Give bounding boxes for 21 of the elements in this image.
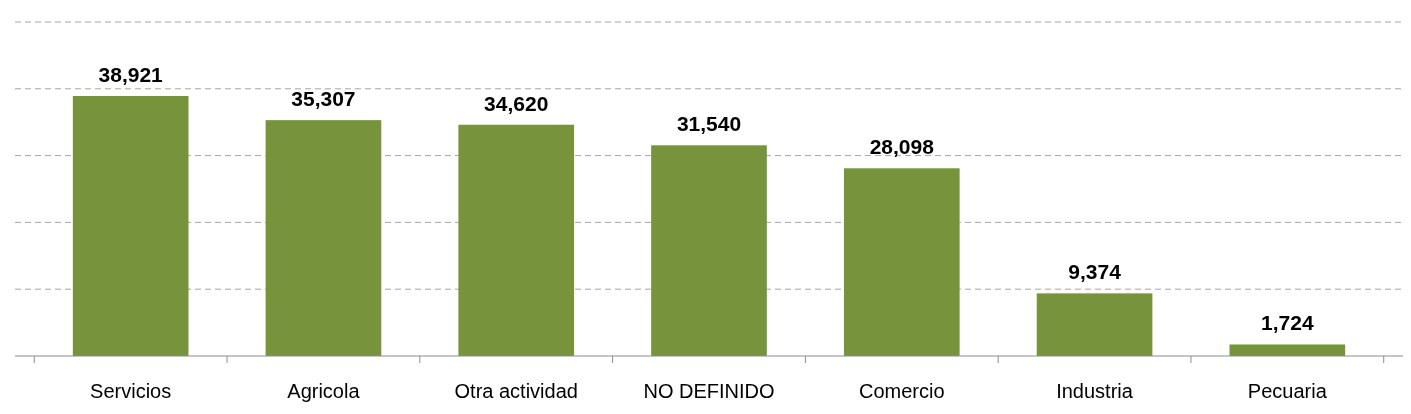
x-tick-label: Otra actividad bbox=[454, 380, 578, 402]
x-tick-label: Industria bbox=[1056, 380, 1134, 402]
bar bbox=[1229, 344, 1346, 356]
data-label: 9,374 bbox=[1068, 260, 1122, 284]
data-label: 31,540 bbox=[676, 112, 742, 136]
x-tick-label: Servicios bbox=[90, 380, 172, 402]
bar bbox=[72, 96, 189, 356]
data-label: 1,724 bbox=[1261, 311, 1314, 335]
x-tick-label: Agricola bbox=[287, 380, 361, 402]
bar bbox=[458, 124, 575, 356]
x-tick-label: Comercio bbox=[858, 380, 945, 402]
bar bbox=[651, 145, 767, 356]
data-label: 28,098 bbox=[869, 135, 935, 159]
bar bbox=[265, 120, 382, 356]
x-tick-label: NO DEFINIDO bbox=[643, 380, 775, 402]
bar bbox=[843, 168, 960, 356]
bar bbox=[1036, 293, 1153, 356]
data-label: 34,620 bbox=[484, 91, 549, 115]
x-tick-label: Pecuaria bbox=[1247, 380, 1328, 402]
data-label: 38,921 bbox=[98, 63, 164, 87]
data-label: 35,307 bbox=[291, 87, 356, 111]
